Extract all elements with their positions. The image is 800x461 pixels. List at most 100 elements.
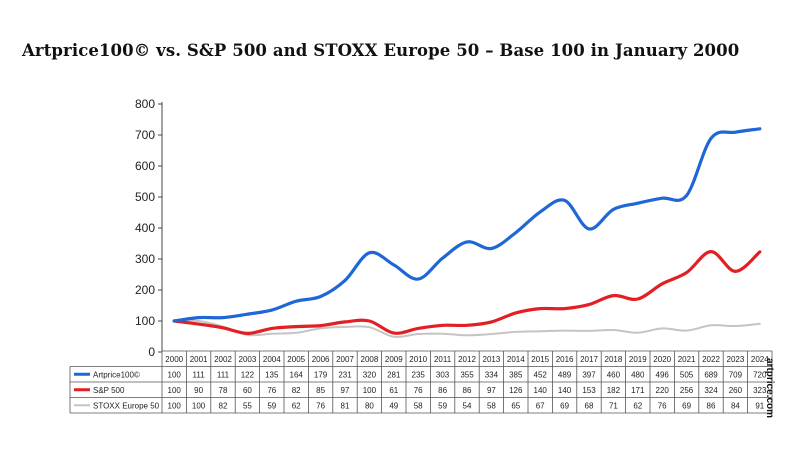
year-label: 2018 <box>605 355 623 364</box>
data-value: 84 <box>731 401 740 410</box>
data-value: 76 <box>267 386 276 395</box>
y-tick-label: 100 <box>135 314 155 328</box>
data-value: 260 <box>729 386 743 395</box>
data-value: 86 <box>707 401 716 410</box>
data-value: 324 <box>704 386 718 395</box>
data-value: 460 <box>607 370 621 379</box>
data-value: 153 <box>582 386 596 395</box>
series-line-s-p-500 <box>172 249 762 336</box>
data-value: 69 <box>560 401 569 410</box>
data-value: 97 <box>341 386 350 395</box>
data-value: 76 <box>414 386 423 395</box>
artprice-watermark: artprice.com <box>764 358 775 419</box>
data-value: 78 <box>219 386 228 395</box>
data-value: 480 <box>631 370 645 379</box>
data-value: 62 <box>292 401 301 410</box>
year-label: 2017 <box>580 355 598 364</box>
year-label: 2005 <box>287 355 305 364</box>
data-value: 58 <box>487 401 496 410</box>
data-value: 140 <box>534 386 548 395</box>
data-value: 86 <box>438 386 447 395</box>
data-value: 140 <box>558 386 572 395</box>
year-label: 2021 <box>678 355 696 364</box>
data-table: 2000 2001 2002 2003 2004 2005 2006 2007 2008 2009… <box>69 350 773 414</box>
series-lines <box>172 127 762 339</box>
data-value: 334 <box>485 370 499 379</box>
y-tick-label: 0 <box>148 345 155 359</box>
data-value: 235 <box>412 370 426 379</box>
data-value: 68 <box>585 401 594 410</box>
y-tick-label: 300 <box>135 252 155 266</box>
data-value: 281 <box>387 370 401 379</box>
data-value: 689 <box>704 370 718 379</box>
year-label: 2016 <box>556 355 574 364</box>
data-value: 135 <box>265 370 279 379</box>
year-label: 2020 <box>653 355 671 364</box>
data-value: 76 <box>658 401 667 410</box>
data-value: 100 <box>168 386 182 395</box>
data-value: 58 <box>414 401 423 410</box>
year-label: 2004 <box>263 355 281 364</box>
year-label: 2012 <box>458 355 476 364</box>
year-label: 2022 <box>702 355 720 364</box>
y-tick-label: 400 <box>135 221 155 235</box>
data-value: 60 <box>243 386 252 395</box>
data-value: 49 <box>389 401 398 410</box>
data-value: 82 <box>219 401 228 410</box>
data-value: 100 <box>168 401 182 410</box>
data-value: 86 <box>463 386 472 395</box>
data-value: 81 <box>341 401 350 410</box>
year-label: 2010 <box>409 355 427 364</box>
data-value: 111 <box>193 370 206 379</box>
data-value: 85 <box>316 386 325 395</box>
data-value: 709 <box>729 370 743 379</box>
data-value: 231 <box>338 370 352 379</box>
data-value: 171 <box>631 386 645 395</box>
data-value: 82 <box>292 386 301 395</box>
data-value: 69 <box>682 401 691 410</box>
data-value: 97 <box>487 386 496 395</box>
chart-title: Artprice100© vs. S&P 500 and STOXX Europ… <box>22 41 740 60</box>
year-label: 2023 <box>727 355 745 364</box>
data-value: 90 <box>194 386 203 395</box>
year-label: 2008 <box>361 355 379 364</box>
legend-label-stoxx-europe-50: STOXX Europe 50 <box>93 401 160 410</box>
data-value: 59 <box>267 401 276 410</box>
data-value: 65 <box>511 401 520 410</box>
y-tick-label: 200 <box>135 283 155 297</box>
year-label: 2006 <box>312 355 330 364</box>
year-label: 2011 <box>434 355 452 364</box>
data-value: 55 <box>243 401 252 410</box>
year-label: 2000 <box>165 355 183 364</box>
year-label: 2015 <box>531 355 549 364</box>
data-value: 385 <box>509 370 523 379</box>
data-value: 323 <box>753 386 767 395</box>
y-tick-label: 600 <box>135 159 155 173</box>
data-value: 111 <box>217 370 230 379</box>
year-label: 2014 <box>507 355 525 364</box>
data-value: 61 <box>389 386 398 395</box>
data-value: 100 <box>363 386 377 395</box>
data-value: 256 <box>680 386 694 395</box>
series-line-artprice100 <box>172 127 762 323</box>
data-value: 505 <box>680 370 694 379</box>
data-value: 220 <box>656 386 670 395</box>
data-value: 100 <box>192 401 206 410</box>
data-value: 71 <box>609 401 618 410</box>
data-value: 720 <box>753 370 767 379</box>
data-value: 80 <box>365 401 374 410</box>
data-value: 59 <box>438 401 447 410</box>
series-line-stoxx-europe-50 <box>173 319 761 339</box>
data-value: 489 <box>558 370 572 379</box>
y-tick-label: 500 <box>135 190 155 204</box>
y-axis: 0 100 200 300 400 500 600 700 800 <box>135 97 163 359</box>
data-value: 320 <box>363 370 377 379</box>
y-tick-label: 700 <box>135 128 155 142</box>
data-value: 76 <box>316 401 325 410</box>
year-label: 2013 <box>483 355 501 364</box>
legend-label-s-p-500: S&P 500 <box>93 386 125 395</box>
data-value: 397 <box>582 370 596 379</box>
data-value: 496 <box>656 370 670 379</box>
legend-label-artprice100: Artprice100© <box>93 370 140 379</box>
